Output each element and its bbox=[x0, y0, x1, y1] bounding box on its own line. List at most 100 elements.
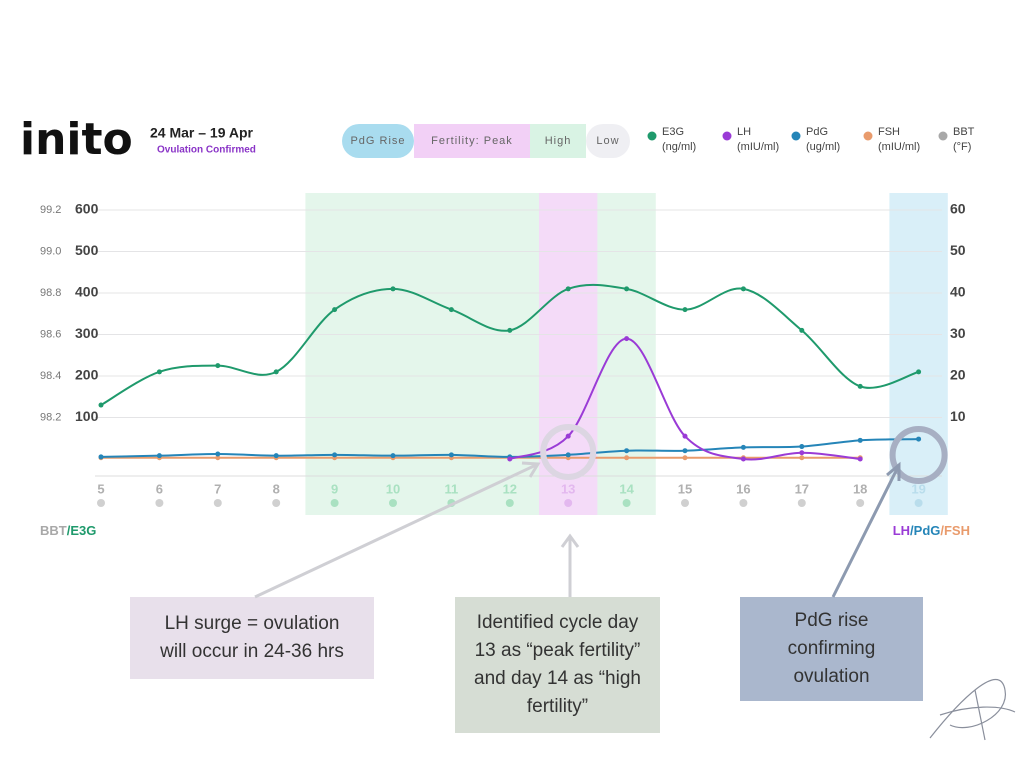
legend-unit: (ug/ml) bbox=[806, 141, 840, 153]
y3-tick-label: 99.2 bbox=[40, 204, 61, 216]
signature-stroke bbox=[929, 678, 1016, 741]
axis-caption: LH/PdG/FSH bbox=[893, 523, 970, 538]
phase-band bbox=[305, 193, 656, 515]
phase-dot bbox=[914, 499, 923, 507]
axis-caption-part: /E3G bbox=[67, 523, 97, 538]
phase-dot bbox=[681, 499, 689, 507]
annotation-text: and day 14 as “high bbox=[474, 668, 641, 689]
series-point bbox=[448, 452, 454, 458]
x-tick-label: 5 bbox=[97, 481, 104, 496]
series-point bbox=[156, 453, 162, 459]
y3-tick-label: 99.0 bbox=[40, 245, 61, 257]
fertility-pill-label: High bbox=[545, 135, 572, 147]
series-point bbox=[682, 433, 688, 439]
legend-unit: (°F) bbox=[953, 141, 971, 153]
y2-tick-label: 50 bbox=[950, 242, 966, 258]
legend-swatch bbox=[791, 131, 801, 141]
arrow-head bbox=[521, 461, 541, 478]
series-point bbox=[507, 327, 513, 333]
annotation-box bbox=[130, 597, 374, 679]
y-tick-label: 400 bbox=[75, 284, 99, 300]
annotation-text: Identified cycle day bbox=[477, 612, 639, 633]
highlight-ring bbox=[540, 424, 597, 480]
x-tick-label: 18 bbox=[853, 481, 867, 496]
axis-caption-part: /PdG bbox=[910, 523, 940, 538]
series-point bbox=[565, 452, 571, 458]
series-point bbox=[215, 451, 221, 457]
y3-tick-label: 98.8 bbox=[40, 287, 61, 299]
phase-dot bbox=[97, 499, 105, 507]
legend-unit: (mIU/ml) bbox=[737, 141, 779, 153]
legend-name: PdG bbox=[806, 126, 828, 138]
arrow bbox=[831, 466, 900, 598]
phase-dot bbox=[155, 499, 164, 507]
x-tick-label: 19 bbox=[911, 481, 925, 496]
series-point bbox=[799, 455, 805, 461]
series-point bbox=[215, 455, 221, 461]
series-point bbox=[916, 369, 922, 375]
fertility-pill bbox=[586, 124, 630, 158]
series-point bbox=[799, 444, 805, 450]
axis-caption-part: /FSH bbox=[940, 523, 970, 538]
phase-dot bbox=[330, 499, 339, 507]
series-point bbox=[156, 369, 162, 375]
series-point bbox=[624, 286, 630, 292]
annotation-text: will occur in 24-36 hrs bbox=[159, 641, 344, 662]
series-point bbox=[740, 286, 746, 292]
annotation-text: confirming bbox=[788, 638, 876, 659]
x-tick-label: 10 bbox=[386, 481, 400, 496]
legend-name: FSH bbox=[878, 126, 900, 138]
series-point bbox=[215, 363, 221, 369]
series-point bbox=[565, 286, 571, 292]
x-tick-label: 6 bbox=[156, 481, 163, 496]
y2-tick-label: 60 bbox=[950, 201, 966, 217]
phase-band bbox=[889, 193, 948, 515]
series-point bbox=[565, 433, 571, 439]
series-point bbox=[390, 453, 396, 459]
y2-tick-label: 30 bbox=[950, 325, 966, 341]
fertility-pill bbox=[342, 124, 414, 158]
axis-caption-part: BBT bbox=[40, 523, 67, 538]
x-tick-label: 14 bbox=[619, 481, 634, 496]
legend-unit: (mIU/ml) bbox=[878, 141, 920, 153]
series-point bbox=[624, 336, 630, 342]
arrow-head bbox=[886, 461, 901, 481]
legend-name: BBT bbox=[953, 126, 975, 138]
phase-dot bbox=[213, 499, 222, 507]
x-tick-label: 15 bbox=[678, 481, 692, 496]
annotation-box bbox=[740, 597, 923, 701]
annotation-text: ovulation bbox=[793, 666, 869, 687]
series-point bbox=[390, 286, 396, 292]
phase-band bbox=[539, 193, 598, 515]
y2-tick-label: 40 bbox=[950, 284, 966, 300]
date-range: 24 Mar – 19 Apr bbox=[150, 125, 254, 141]
x-tick-label: 17 bbox=[795, 481, 809, 496]
phase-dot bbox=[564, 499, 573, 507]
phase-dot bbox=[797, 499, 806, 507]
annotation-text: PdG rise bbox=[795, 610, 869, 631]
legend-swatch bbox=[722, 131, 732, 141]
highlight-ring bbox=[889, 426, 948, 484]
series-point bbox=[740, 456, 746, 462]
series-point bbox=[98, 454, 104, 460]
series-point bbox=[273, 369, 279, 375]
y2-tick-label: 20 bbox=[950, 367, 966, 383]
annotation-text: 13 as “peak fertility” bbox=[475, 640, 641, 661]
arrow-head bbox=[560, 533, 580, 548]
annotation-text: LH surge = ovulation bbox=[165, 613, 340, 634]
fertility-pill bbox=[530, 124, 586, 158]
x-tick-label: 16 bbox=[736, 481, 750, 496]
y3-tick-label: 98.4 bbox=[40, 370, 61, 382]
legend-swatch bbox=[863, 131, 873, 141]
axis-caption-part: LH bbox=[893, 523, 910, 538]
y-tick-label: 300 bbox=[75, 325, 99, 341]
legend-name: LH bbox=[737, 126, 751, 138]
y3-tick-label: 98.6 bbox=[40, 328, 61, 340]
series-point bbox=[740, 444, 746, 450]
series-point bbox=[916, 436, 922, 442]
series-point bbox=[332, 307, 338, 313]
y3-tick-label: 98.2 bbox=[40, 411, 61, 423]
series-point bbox=[332, 452, 338, 458]
fertility-pill-label: Fertility: Peak bbox=[431, 135, 513, 147]
